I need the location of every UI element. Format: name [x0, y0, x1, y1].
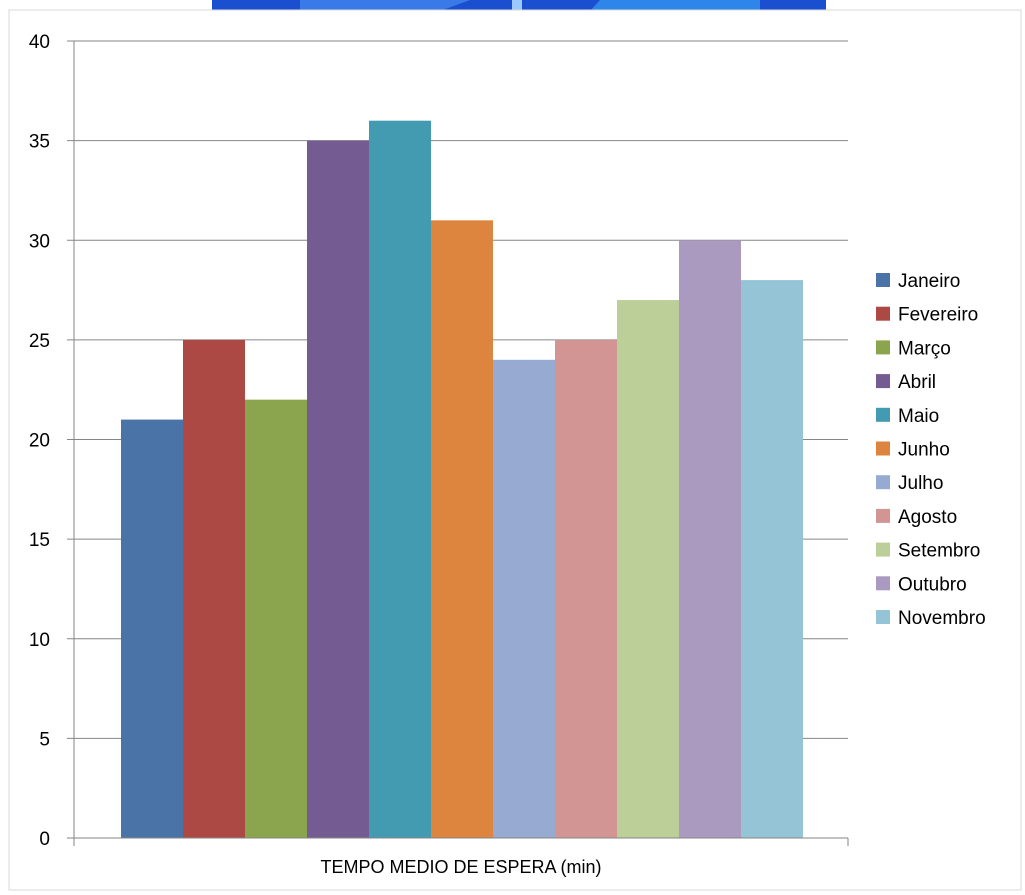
y-tick-label: 5 [39, 729, 50, 750]
bar-outubro [679, 240, 741, 838]
bar-junho [431, 220, 493, 838]
legend-label: Novembro [898, 608, 986, 629]
x-axis-title: TEMPO MEDIO DE ESPERA (min) [320, 857, 601, 877]
legend-swatch [876, 475, 890, 489]
legend-swatch [876, 307, 890, 321]
bar-abril [307, 141, 369, 838]
legend-label: Agosto [898, 507, 957, 528]
legend-swatch [876, 408, 890, 422]
legend-label: Maio [898, 406, 939, 427]
y-tick-label: 20 [29, 431, 50, 452]
legend-label: Fevereiro [898, 305, 978, 326]
bar-maio [369, 121, 431, 838]
top-banner [212, 0, 826, 11]
legend-label: Abril [898, 372, 936, 393]
y-tick-label: 35 [29, 132, 50, 153]
legend-swatch [876, 340, 890, 354]
legend-label: Março [898, 338, 951, 359]
legend-label: Junho [898, 440, 950, 461]
legend-swatch [876, 543, 890, 557]
y-tick-label: 30 [29, 231, 50, 252]
y-tick-label: 40 [29, 32, 50, 53]
legend-swatch [876, 509, 890, 523]
bar-março [245, 400, 307, 838]
bar-fevereiro [183, 340, 245, 838]
legend-swatch [876, 442, 890, 456]
y-tick-label: 25 [29, 331, 50, 352]
y-tick-label: 15 [29, 530, 50, 551]
legend-swatch [876, 576, 890, 590]
legend-swatch [876, 374, 890, 388]
legend-swatch [876, 273, 890, 287]
legend-label: Julho [898, 473, 943, 494]
y-tick-label: 10 [29, 630, 50, 651]
legend-swatch [876, 610, 890, 624]
bar-agosto [555, 340, 617, 838]
bar-janeiro [121, 420, 183, 838]
legend-label: Janeiro [898, 271, 960, 292]
legend-label: Setembro [898, 541, 980, 562]
legend-label: Outubro [898, 574, 967, 595]
bar-julho [493, 360, 555, 838]
bar-novembro [741, 280, 803, 838]
y-tick-label: 0 [39, 829, 50, 850]
bar-setembro [617, 300, 679, 838]
